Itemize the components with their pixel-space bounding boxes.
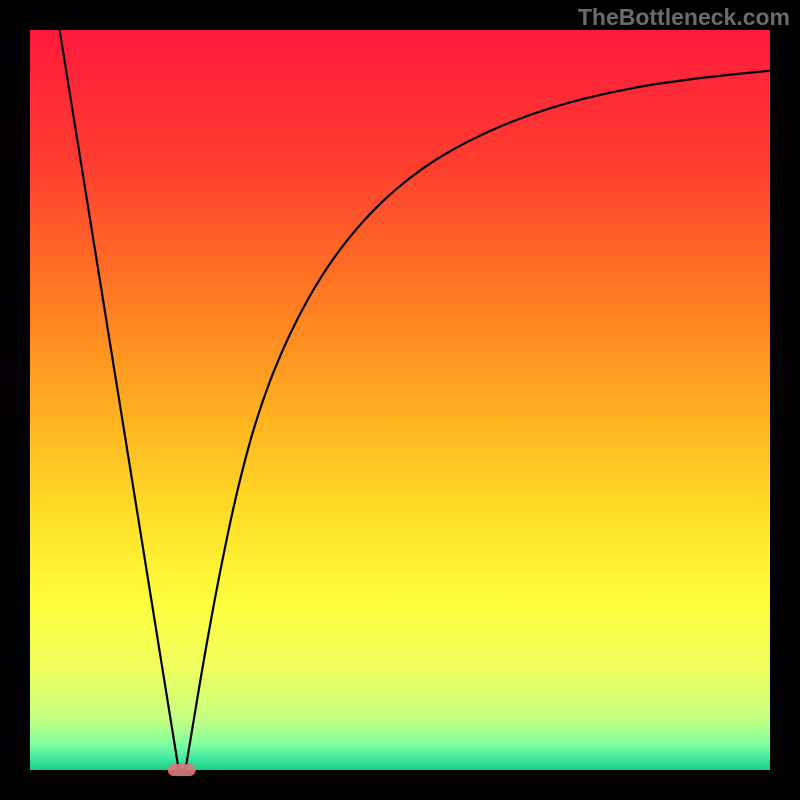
watermark-text: TheBottleneck.com <box>578 4 790 31</box>
chart-container: TheBottleneck.com <box>0 0 800 800</box>
minimum-marker <box>168 764 196 776</box>
chart-background <box>30 30 770 770</box>
bottleneck-chart <box>0 0 800 800</box>
